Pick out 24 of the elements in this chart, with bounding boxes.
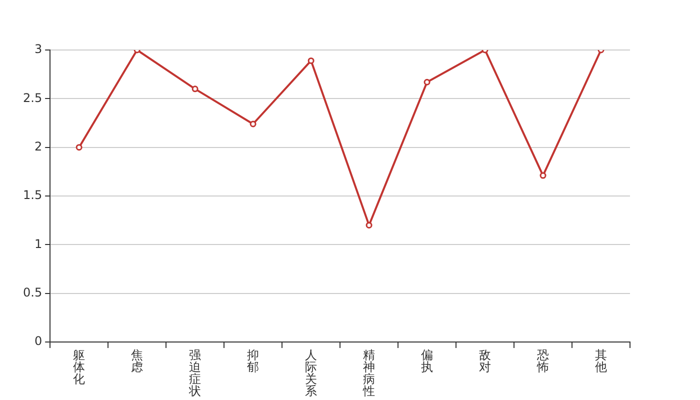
point [192,86,198,92]
x-tick-label: 敌对 [479,348,492,374]
y-tick-label: 1 [34,236,42,251]
point [366,222,372,228]
y-tick-label: 3 [34,42,42,56]
y-tick-label: 0 [34,334,42,348]
point [76,144,82,151]
x-tick-label: 抑郁 [247,348,260,374]
y-tick-label: 2 [34,139,42,154]
y-tick-label: 0.5 [22,285,42,300]
x-tick-label: 其他 [595,348,608,374]
x-tick-label: 躯体化 [73,348,86,386]
x-tick-label: 恐怖 [536,348,550,374]
y-tick-label: 2.5 [22,90,42,105]
x-tick-label: 强迫症状 [188,348,202,398]
point [424,78,430,86]
x-tick-label: 焦虑 [131,348,144,374]
point [540,172,546,179]
x-tick-label: 人际关系 [305,348,318,398]
x-tick-label: 精神病性 [362,348,376,398]
point [250,120,256,128]
y-tick-label: 1.5 [22,188,42,202]
x-tick-label: 偏执 [421,348,434,374]
point [308,57,314,64]
